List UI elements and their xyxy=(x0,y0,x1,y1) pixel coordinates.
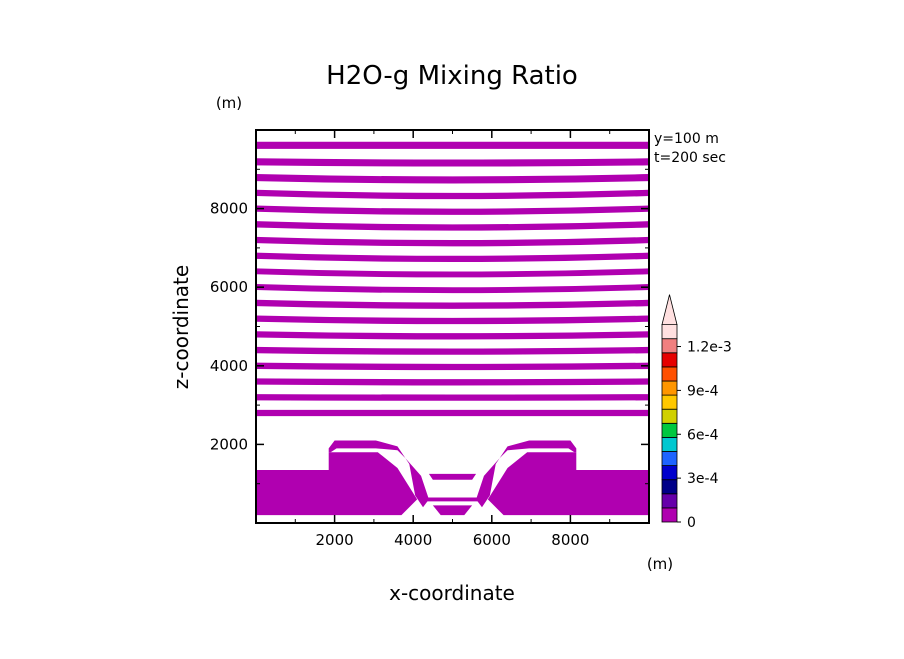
y-tick-label: 8000 xyxy=(210,200,248,218)
colorbar-swatch xyxy=(661,507,678,523)
contour-band xyxy=(256,189,649,200)
contour-band xyxy=(256,252,649,263)
contour-region xyxy=(432,505,473,516)
x-axis-unit: (m) xyxy=(647,555,673,573)
contour-band xyxy=(256,346,649,355)
colorbar-swatch xyxy=(661,394,678,410)
colorbar-swatch xyxy=(661,479,678,495)
x-tick-label: 4000 xyxy=(394,531,432,549)
contour-band xyxy=(256,362,649,371)
colorbar-swatch xyxy=(661,493,678,509)
chart-title: H2O-g Mixing Ratio xyxy=(326,61,578,91)
colorbar-label: 3e-4 xyxy=(687,471,719,487)
colorbar-swatch xyxy=(661,436,678,452)
y-tick-label: 4000 xyxy=(210,357,248,375)
contour-band xyxy=(256,331,649,340)
contour-region xyxy=(256,452,418,516)
colorbar-swatch xyxy=(661,408,678,424)
y-tick-label: 6000 xyxy=(210,278,248,296)
contour-band xyxy=(256,315,649,325)
contour-band xyxy=(256,409,649,417)
contour-region xyxy=(428,473,477,480)
colorbar-swatch xyxy=(661,324,678,340)
colorbar-swatch xyxy=(661,465,678,481)
contour-region xyxy=(487,452,649,516)
colorbar-label: 1.2e-3 xyxy=(687,340,732,356)
info-y-position: y=100 m xyxy=(654,131,719,147)
contour-band xyxy=(256,158,649,167)
contour-band xyxy=(256,174,649,184)
contour-band xyxy=(256,268,649,278)
colorbar-swatch xyxy=(661,338,678,354)
colorbar-swatch xyxy=(661,422,678,438)
contour-band xyxy=(256,221,649,231)
contour-band xyxy=(256,205,649,215)
contour-band xyxy=(256,299,649,309)
plot-frame xyxy=(255,129,650,524)
colorbar-swatch xyxy=(661,352,678,368)
contour-band xyxy=(256,284,649,294)
y-axis-unit: (m) xyxy=(216,94,242,112)
contour-band xyxy=(256,236,649,247)
x-axis-title: x-coordinate xyxy=(389,581,515,605)
colorbar-swatch xyxy=(661,366,678,382)
contour-band xyxy=(256,378,649,386)
colorbar-label: 0 xyxy=(687,515,696,531)
colorbar-swatch xyxy=(661,380,678,396)
axis-ticks: 2000 4000 6000 8000 2000 4000 6000 8000 xyxy=(210,130,649,549)
colorbar-label: 6e-4 xyxy=(687,427,719,443)
contour-fill-group xyxy=(256,141,649,516)
info-time: t=200 sec xyxy=(654,150,726,166)
contour-region xyxy=(419,497,486,502)
x-tick-label: 2000 xyxy=(316,531,354,549)
y-axis-title: z-coordinate xyxy=(169,265,193,389)
colorbar-extend-arrow xyxy=(661,294,678,326)
y-tick-label: 2000 xyxy=(210,435,248,453)
colorbar: 0 3e-4 6e-4 9e-4 1.2e-3 xyxy=(661,294,732,531)
contour-band xyxy=(256,141,649,149)
colorbar-label: 9e-4 xyxy=(687,383,719,399)
contour-band xyxy=(256,394,649,401)
colorbar-swatch xyxy=(661,451,678,467)
x-tick-label: 8000 xyxy=(551,531,589,549)
x-tick-label: 6000 xyxy=(473,531,511,549)
